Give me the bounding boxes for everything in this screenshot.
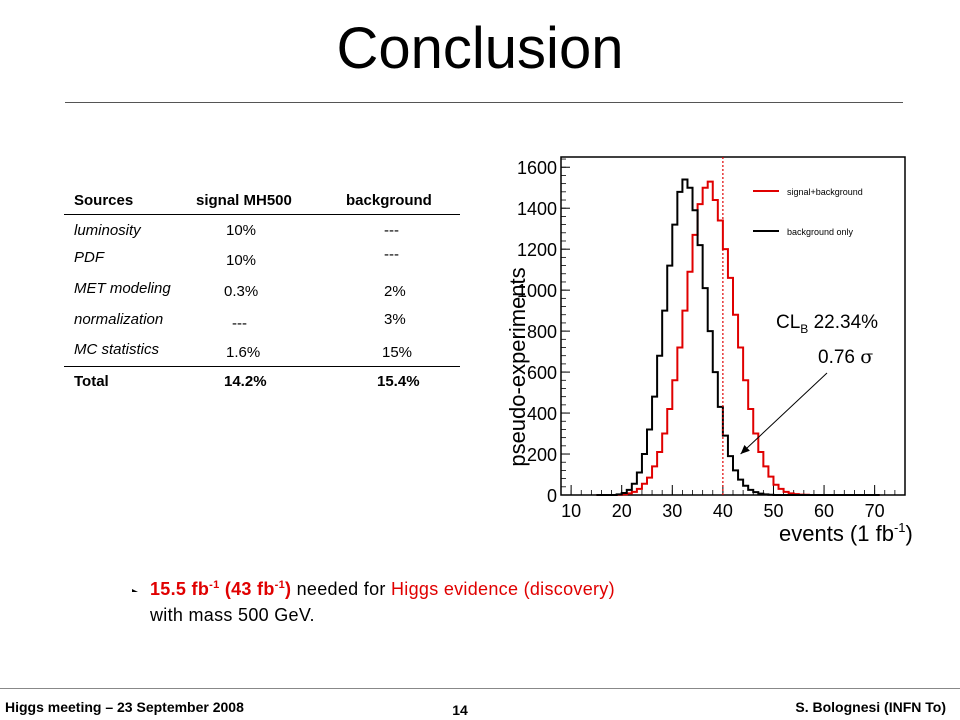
row-source-met: MET modeling (74, 280, 171, 297)
row-source-total: Total (74, 373, 109, 390)
row-signal-total: 14.2% (224, 373, 267, 390)
y-tick-label: 400 (527, 404, 557, 424)
x-axis: 10 20 30 40 50 60 70 (560, 485, 906, 521)
x-tick-label: 10 (561, 501, 581, 521)
y-tick-label: 0 (547, 486, 557, 506)
row-bkg-mcstat: 15% (382, 344, 413, 361)
y-tick-label: 200 (527, 445, 557, 465)
x-tick-label: 40 (713, 501, 733, 521)
footer-divider (0, 688, 960, 689)
row-signal-mcstat: 1.6% (226, 344, 261, 361)
row-source-normalization: normalization (74, 311, 164, 328)
x-tick-label: 70 (865, 501, 885, 521)
footer-author: S. Bolognesi (INFN To) (795, 699, 946, 715)
legend: signal+background background only (753, 187, 863, 237)
note-line-2: with mass 500 GeV. (150, 605, 315, 625)
annotation-arrowhead (740, 444, 750, 455)
conclusion-note: 15.5 fb-1 (43 fb-1) needed for Higgs evi… (150, 572, 615, 628)
row-signal-pdf: 10% (226, 252, 257, 269)
histogram-plot: 0 200 400 600 800 1000 1200 1400 1600 10 20 30 40 50… (495, 145, 925, 555)
row-source-luminosity: luminosity (74, 222, 141, 239)
row-signal-normalization: --- (232, 315, 247, 332)
needed-for-text: needed for (291, 579, 391, 599)
clb-annotation: CLB 22.34% (776, 312, 878, 336)
x-tick-label: 20 (612, 501, 632, 521)
x-tick-label: 50 (763, 501, 783, 521)
table-total-rule (64, 366, 460, 367)
row-bkg-total: 15.4% (377, 373, 420, 390)
footer-page-number: 14 (452, 702, 468, 718)
title-divider (65, 102, 903, 103)
table-header-rule (64, 214, 460, 215)
row-source-pdf: PDF (74, 249, 104, 266)
row-bkg-normalization: 3% (384, 311, 406, 328)
y-tick-label: 800 (527, 322, 557, 342)
x-axis-label: events (1 fb-1) (779, 520, 913, 546)
header-signal: signal MH500 (196, 192, 292, 209)
row-signal-met: 0.3% (224, 283, 259, 300)
header-background: background (346, 192, 432, 209)
y-tick-label: 600 (527, 363, 557, 383)
lumi-evidence: 15.5 fb-1 (43 fb-1) (150, 579, 292, 599)
slide-title: Conclusion (336, 16, 624, 81)
x-tick-label: 60 (814, 501, 834, 521)
series-group (596, 178, 880, 496)
histogram-svg: 0 200 400 600 800 1000 1200 1400 1600 10 20 30 40 50… (505, 156, 913, 546)
annotation-arrow (740, 372, 828, 455)
y-axis-label: pseudo-experiments (505, 267, 530, 466)
note-line-1: 15.5 fb-1 (43 fb-1) needed for Higgs evi… (150, 572, 615, 602)
x-tick-label: 30 (662, 501, 682, 521)
legend-label-background: background only (787, 227, 854, 237)
higgs-evidence-text: Higgs evidence (discovery) (391, 579, 615, 599)
row-bkg-pdf: --- (384, 246, 399, 263)
histogram-series-background-only (596, 178, 880, 496)
row-bkg-luminosity: --- (384, 222, 399, 239)
footer-meeting: Higgs meeting – 23 September 2008 (5, 699, 244, 715)
row-signal-luminosity: 10% (226, 222, 257, 239)
y-tick-label: 1000 (517, 281, 557, 301)
note-arrow-icon (132, 589, 138, 592)
y-tick-label: 1600 (517, 158, 557, 178)
sigma-annotation: 0.76 σ (818, 346, 873, 368)
row-source-mcstat: MC statistics (74, 341, 160, 358)
legend-label-signal: signal+background (787, 187, 863, 197)
y-tick-label: 1200 (517, 240, 557, 260)
header-sources: Sources (74, 192, 134, 209)
row-bkg-met: 2% (384, 283, 406, 300)
y-axis: 0 200 400 600 800 1000 1200 1400 1600 (517, 158, 570, 506)
y-tick-label: 1400 (517, 199, 557, 219)
systematics-table: Sources signal MH500 background luminosi… (64, 186, 460, 406)
